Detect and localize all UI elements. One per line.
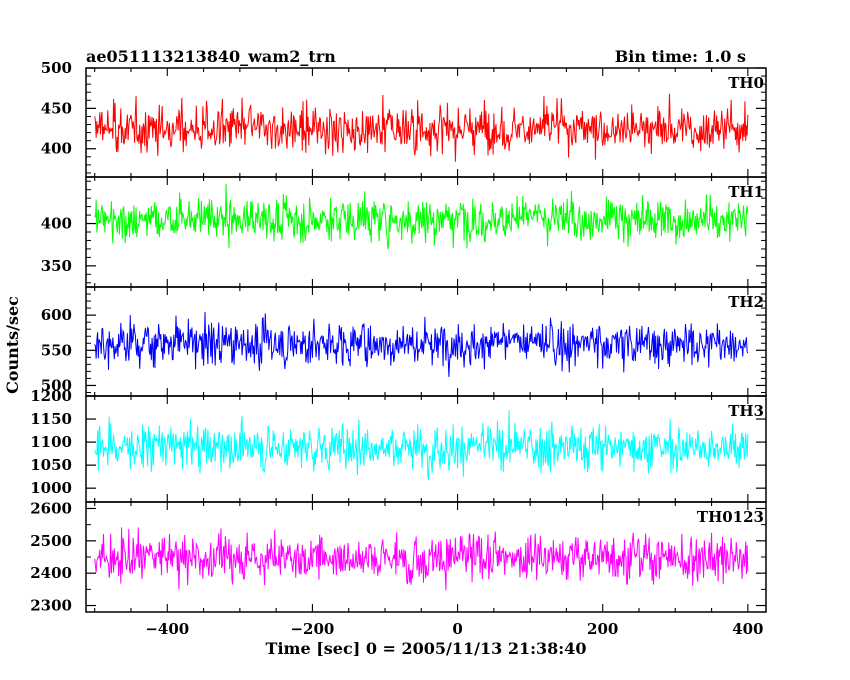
y-tick-label-th2: 600 xyxy=(41,306,72,324)
panel-label-th0: TH0 xyxy=(728,74,764,92)
x-tick-label: −400 xyxy=(145,620,189,638)
y-tick-label-th1: 350 xyxy=(41,257,72,275)
y-tick-label-th0: 500 xyxy=(41,59,72,77)
bin-time-label: Bin time: 1.0 s xyxy=(615,47,746,66)
y-tick-label-th3: 1050 xyxy=(30,456,72,474)
series-line-th1 xyxy=(94,183,749,250)
y-tick-label-th0123: 2400 xyxy=(30,564,72,582)
y-tick-label-th3: 1100 xyxy=(30,433,72,451)
x-tick-label: 0 xyxy=(452,620,462,638)
panel-label-th3: TH3 xyxy=(728,402,764,420)
panel-label-th1: TH1 xyxy=(728,183,764,201)
x-tick-label: 200 xyxy=(587,620,618,638)
y-tick-label-th0123: 2500 xyxy=(30,532,72,550)
y-tick-label-th0: 400 xyxy=(41,140,72,158)
series-line-th3 xyxy=(94,410,749,481)
x-axis-label: Time [sec] 0 = 2005/11/13 21:38:40 xyxy=(266,639,587,658)
series-line-th0123 xyxy=(94,527,749,591)
y-tick-label-th0123: 2600 xyxy=(30,499,72,517)
y-tick-label-th3: 1000 xyxy=(30,479,72,497)
y-tick-label-th2: 500 xyxy=(41,376,72,394)
y-tick-label-th3: 1200 xyxy=(30,387,72,405)
panels-group: 400 450 500 TH0 350 400 TH1 500 550 600 TH2 1000 105… xyxy=(30,59,767,638)
panel-label-th2: TH2 xyxy=(728,293,764,311)
x-tick-label: 400 xyxy=(732,620,763,638)
y-tick-label-th3: 1150 xyxy=(30,410,72,428)
y-axis-label: Counts/sec xyxy=(3,296,22,394)
panel-label-th0123: TH0123 xyxy=(697,508,764,526)
x-tick-label: −200 xyxy=(290,620,334,638)
plot-title: ae051113213840_wam2_trn xyxy=(86,47,336,66)
series-line-th0 xyxy=(94,93,749,162)
y-tick-label-th0: 450 xyxy=(41,99,72,117)
y-tick-label-th1: 400 xyxy=(41,215,72,233)
series-line-th2 xyxy=(94,311,749,377)
y-tick-label-th0123: 2300 xyxy=(30,597,72,615)
y-tick-label-th2: 550 xyxy=(41,341,72,359)
